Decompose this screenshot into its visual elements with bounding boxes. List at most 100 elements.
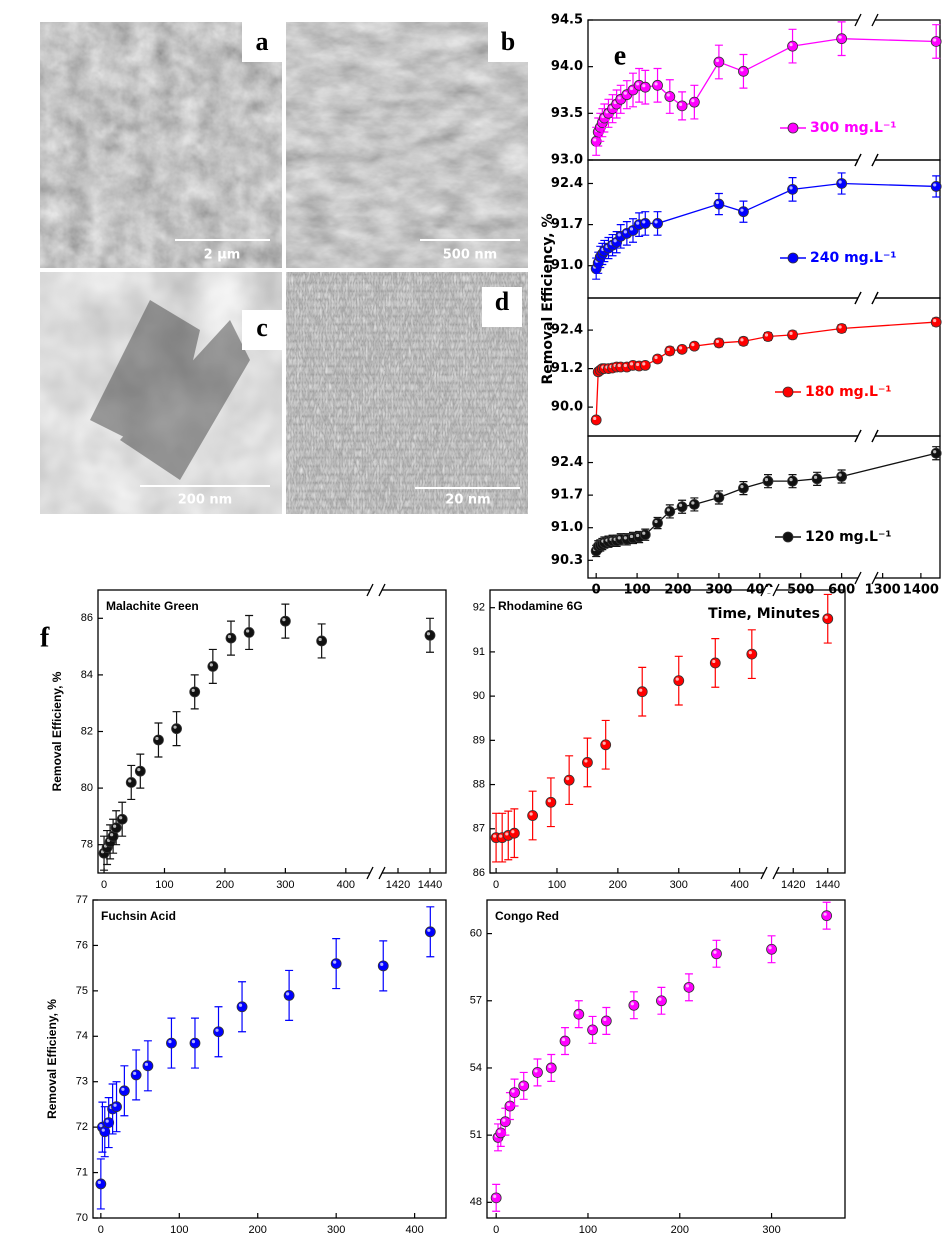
data-point [545, 1062, 557, 1074]
chart: 93.0 93.5 94.0 94.5 Removal Efficiency, % 300… [540, 13, 942, 385]
chart: 91.0 91.7 92.4 240 mg.L⁻¹ [551, 153, 942, 305]
data-point-highlight [534, 1069, 538, 1073]
x-tick-label: 200 [671, 1224, 689, 1234]
data-point-highlight [603, 1017, 607, 1022]
data-point-highlight [654, 355, 658, 360]
chart: 86 87 88 89 90 91 92 0 100 200 300 400 1420 1440 Rhoda… [473, 583, 846, 891]
data-point-highlight [675, 677, 679, 681]
data-point [490, 1192, 502, 1204]
plot-frame [97, 589, 447, 874]
x-tick-label: 1300 [865, 583, 901, 598]
y-tick-label: 71 [76, 1166, 88, 1178]
data-point-highlight [497, 1129, 501, 1134]
data-point-highlight [617, 96, 621, 100]
data-point-highlight [593, 138, 597, 142]
data-point-highlight [629, 227, 634, 231]
chart: 78 80 82 84 86 0 100 200 300 400 1420 1440 Removal E… [50, 583, 447, 891]
x-tick-label: 100 [548, 879, 566, 891]
data-point-highlight [113, 1103, 117, 1107]
data-point [330, 958, 342, 969]
axis-break-mark [772, 866, 780, 880]
y-tick-label: 90.0 [551, 400, 583, 415]
data-point [499, 1116, 511, 1128]
y-tick-label: 93.0 [551, 153, 583, 168]
y-tick-label: 73 [76, 1076, 88, 1088]
data-point-highlight [493, 1194, 497, 1198]
data-point [110, 822, 122, 834]
data-point [709, 657, 721, 669]
data-point-highlight [617, 536, 621, 540]
axis-break-mark [871, 429, 879, 443]
plot-frame [92, 899, 447, 1219]
data-point-highlight [380, 962, 384, 966]
data-point [738, 65, 749, 77]
data-point-highlight [286, 992, 290, 996]
data-point [930, 316, 942, 328]
data-point [652, 79, 663, 91]
data-point [189, 686, 201, 698]
data-point-highlight [740, 68, 744, 72]
axis-break-gap [858, 575, 875, 581]
data-point-highlight [173, 725, 177, 729]
data-point-highlight [511, 1089, 515, 1093]
data-point [95, 1178, 107, 1190]
data-point-highlight [678, 102, 683, 106]
data-point-highlight [713, 950, 717, 954]
data-point [713, 56, 725, 68]
axis-break-mark [378, 583, 386, 597]
y-tick-label: 91.0 [551, 520, 583, 535]
y-tick-label: 86 [81, 612, 93, 624]
data-point-highlight [740, 338, 744, 342]
axis-break-mark [871, 153, 879, 167]
micrograph-b [286, 22, 528, 268]
data-point [652, 218, 663, 229]
data-point-highlight [547, 799, 551, 803]
y-tick-label: 91 [473, 646, 485, 658]
data-point-highlight [133, 1071, 137, 1075]
data-point [582, 757, 593, 768]
data-point-highlight [506, 1102, 511, 1107]
data-point [713, 337, 725, 349]
data-point-highlight [642, 531, 646, 535]
data-point-highlight [838, 325, 842, 329]
plot-frame [486, 899, 846, 1219]
data-point [628, 999, 640, 1011]
data-point-highlight [155, 736, 159, 741]
label-box [488, 22, 528, 62]
data-point [762, 331, 774, 342]
y-tick-label: 92 [473, 602, 485, 614]
data-point [639, 359, 651, 371]
axis-break-gap [764, 870, 776, 876]
data-point-highlight [685, 984, 690, 988]
data-point-highlight [209, 663, 213, 667]
data-point [377, 960, 389, 972]
axis-break-mark [854, 571, 862, 585]
y-tick-label: 94.5 [551, 13, 583, 28]
data-point-highlight [678, 503, 683, 507]
data-point-highlight [642, 362, 646, 366]
y-tick-label: 72 [76, 1121, 88, 1133]
data-point-highlight [629, 534, 634, 539]
micrograph-panels: a b c d 2 µm 500 nm 200 nm 20 nm [40, 22, 528, 514]
data-point-highlight [529, 812, 533, 816]
data-point-highlight [715, 339, 720, 344]
data-point [688, 340, 700, 352]
axis-break-mark [854, 13, 862, 27]
data-point-highlight [678, 346, 683, 350]
data-point [762, 475, 774, 487]
y-tick-label: 77 [76, 894, 88, 906]
y-tick-label: 84 [81, 669, 93, 681]
chart: 48515457600100200300Time, MinutesCongo R… [470, 899, 846, 1234]
data-point-highlight [789, 478, 793, 482]
y-tick-label: 92.4 [551, 176, 583, 191]
data-point [930, 36, 942, 47]
axis-break-mark [854, 153, 862, 167]
data-point-highlight [333, 960, 337, 964]
data-point [207, 661, 219, 672]
data-point [836, 33, 848, 45]
micrograph-a [40, 22, 282, 268]
data-point [573, 1008, 585, 1020]
x-tick-label: 1440 [816, 879, 840, 891]
data-point-highlight [282, 618, 286, 622]
